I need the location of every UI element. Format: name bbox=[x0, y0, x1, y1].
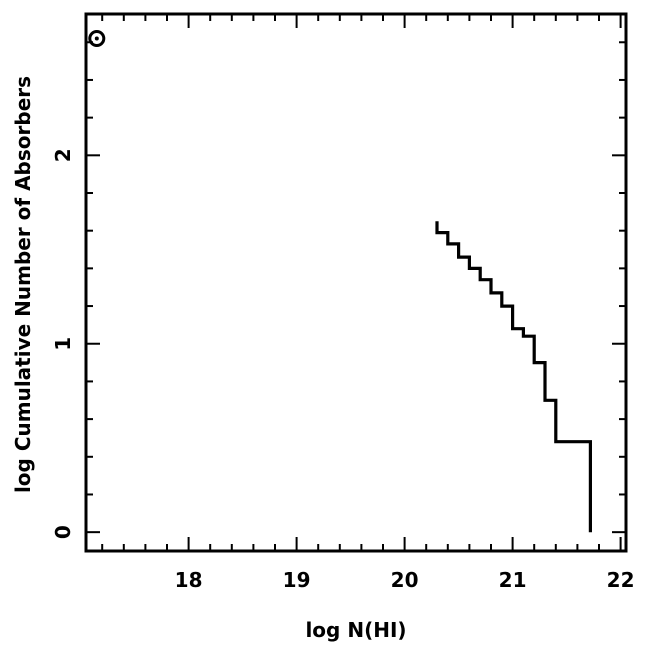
cumulative-step-line bbox=[435, 221, 592, 533]
y-tick-label: 2 bbox=[51, 148, 75, 162]
y-tick-label: 1 bbox=[51, 337, 75, 351]
sun-symbol bbox=[88, 29, 106, 47]
x-tick-label: 18 bbox=[175, 568, 203, 592]
y-tick-label: 0 bbox=[51, 525, 75, 539]
sun-symbol-ring bbox=[88, 29, 106, 47]
x-tick-label: 20 bbox=[391, 568, 419, 592]
x-tick-label: 22 bbox=[607, 568, 635, 592]
x-tick-label: 21 bbox=[499, 568, 527, 592]
x-tick-label: 19 bbox=[283, 568, 311, 592]
tick-labels-layer: 18 19 20 21 22 0 1 2 bbox=[51, 148, 635, 592]
ticks-layer bbox=[86, 14, 626, 551]
sun-symbol-dot bbox=[94, 36, 99, 41]
plot-frame bbox=[84, 12, 628, 553]
x-axis-label: log N(HI) bbox=[305, 618, 406, 642]
y-axis-label: log Cumulative Number of Absorbers bbox=[11, 76, 35, 493]
